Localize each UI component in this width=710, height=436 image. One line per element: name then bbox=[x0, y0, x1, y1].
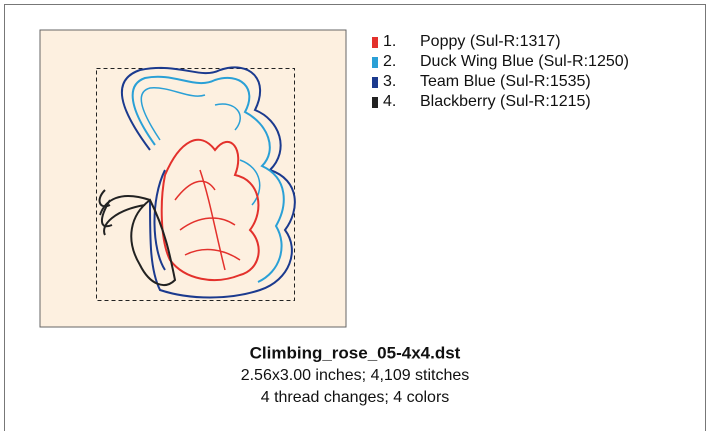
thread-number: 4. bbox=[383, 93, 396, 110]
thread-swatch bbox=[372, 37, 378, 48]
butterfly-design bbox=[98, 66, 296, 299]
thread-name: Poppy (Sul-R:1317) bbox=[420, 33, 561, 50]
file-details: 2.56x3.00 inches; 4,109 stitches bbox=[241, 367, 470, 384]
thread-name: Team Blue (Sul-R:1535) bbox=[420, 73, 591, 90]
thread-name: Duck Wing Blue (Sul-R:1250) bbox=[420, 53, 629, 70]
thread-number: 1. bbox=[383, 33, 396, 50]
file-name: Climbing_rose_05-4x4.dst bbox=[250, 343, 461, 362]
thread-name: Blackberry (Sul-R:1215) bbox=[420, 93, 591, 110]
thread-number: 2. bbox=[383, 53, 396, 70]
thread-swatch bbox=[372, 57, 378, 68]
file-summary: 4 thread changes; 4 colors bbox=[261, 389, 450, 406]
design-bounds bbox=[96, 68, 295, 301]
thread-swatch bbox=[372, 97, 378, 108]
card-border bbox=[4, 4, 706, 431]
preview-panel bbox=[39, 29, 347, 328]
thread-number: 3. bbox=[383, 73, 396, 90]
thread-list: 1. Poppy (Sul-R:1317) 2. Duck Wing Blue (Su… bbox=[372, 33, 629, 110]
thread-swatch bbox=[372, 77, 378, 88]
